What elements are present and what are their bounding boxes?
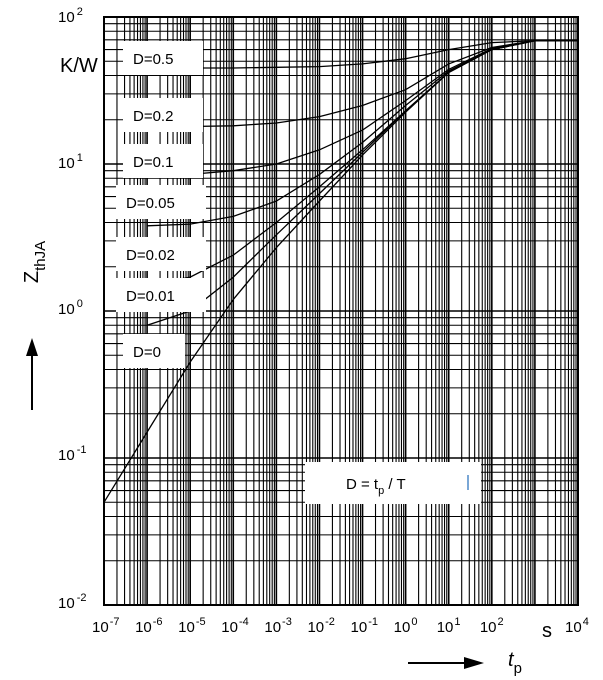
x-tick-label: 10-4 [221,616,248,636]
annotation-sub: p [378,485,384,497]
duty-cycle-annotation: D = tp / T [305,462,481,504]
series-label: D=0.2 [133,108,173,125]
series-label: D=0.01 [126,288,175,305]
series-label-box [116,237,206,271]
y-axis-title-main: Z [21,271,43,283]
plot-frame [103,16,579,606]
y-tick-label: 10 -2 [58,592,86,612]
x-unit-label: s [542,620,552,642]
annotation-prefix: D = t [346,476,379,493]
y-unit-label: K/W [60,55,98,77]
x-tick-label: 102 [480,616,504,636]
y-tick-label: 10 2 [58,6,83,26]
x-axis-title-main: t [508,649,515,671]
y-tick-label: 10 1 [58,152,83,172]
y-tick-label: 10 -1 [58,444,86,464]
series-line-d05 [190,40,578,69]
series-label: D=0.02 [126,247,175,264]
x-tick-label: 10-3 [264,616,291,636]
series-label-box [116,278,206,312]
series-label: D=0 [133,344,161,361]
series-label-box [123,334,185,368]
x-tick-label: 100 [394,616,418,636]
series-label-box [123,41,203,75]
svg-text:D = tp / T: D = tp / T [346,476,406,497]
y-axis-title: ZthJA [21,241,49,283]
curves [103,40,578,503]
x-tick-label: 10-5 [178,616,205,636]
series-label: D=0.1 [133,154,173,171]
series-label: D=0.5 [133,51,173,68]
series-label-box [123,144,203,178]
x-axis-title: tp [508,649,522,677]
svg-text:ZthJA: ZthJA [21,241,49,283]
x-tick-label: 10-1 [351,616,378,636]
series-labels: D=0.5 D=0.2 D=0.1 D=0.05 D=0.02 D=0.01 D=0 [116,41,206,368]
annotation-suffix: / T [384,476,405,493]
series-label: D=0.05 [126,195,175,212]
series-label-box [123,98,203,132]
series-line-d0 [103,40,578,503]
x-axis-arrow-icon [408,657,484,669]
x-tick-label: 10-7 [92,616,119,636]
series-line-d02 [190,40,578,128]
y-axis-title-sub: thJA [32,241,49,271]
series-label-box [116,185,206,219]
x-tick-label: 104 [565,616,589,636]
x-tick-label: 10-6 [135,616,162,636]
x-axis-title-sub: p [514,660,522,677]
y-tick-label: 10 0 [58,298,83,318]
x-tick-label: 101 [437,616,461,636]
x-tick-label: 10-2 [307,616,334,636]
y-axis-arrow-icon [26,338,38,410]
